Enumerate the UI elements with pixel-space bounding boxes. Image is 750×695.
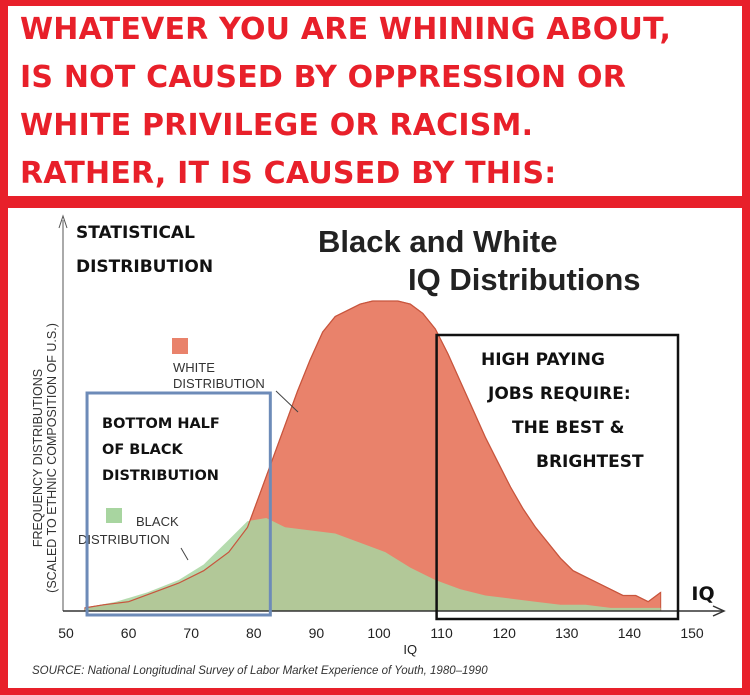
x-axis-end-label: IQ — [691, 583, 714, 605]
bottom-half-label-line-2: OF BLACK — [102, 442, 183, 458]
x-axis-arrow — [712, 605, 726, 617]
statistical-distribution-label-line-1: STATISTICAL — [76, 223, 195, 243]
black-legend-pointer — [180, 547, 189, 561]
x-axis-title: IQ — [403, 642, 417, 657]
x-tick-label: 130 — [555, 625, 579, 641]
y-axis-arrow — [58, 214, 68, 229]
y-axis-title-line-2: (SCALED TO ETHNIC COMPOSITION OF U.S.) — [45, 323, 59, 593]
x-tick-label: 140 — [618, 625, 642, 641]
headline-line-2: IS NOT CAUSED BY OPPRESSION OR — [20, 60, 626, 95]
high-paying-label-line-1: HIGH PAYING — [481, 350, 605, 370]
chart-panel: 50 60 70 80 90 100 110 120 130 140 150 IQ IQ FREQUENC… — [8, 208, 742, 688]
black-legend-label-line-1: BLACK — [136, 514, 179, 529]
x-tick-label: 100 — [367, 625, 391, 641]
x-tick-label: 120 — [493, 625, 517, 641]
x-tick-label: 150 — [680, 625, 704, 641]
x-tick-label: 60 — [121, 625, 137, 641]
source-note: SOURCE: National Longitudinal Survey of … — [32, 665, 488, 677]
black-distribution-area — [84, 518, 661, 611]
white-distribution-outline — [84, 300, 662, 609]
high-paying-box — [435, 333, 680, 621]
x-tick-label: 50 — [58, 625, 74, 641]
chart-title: Black and White — [318, 224, 557, 259]
black-legend-label-line-2: DISTRIBUTION — [78, 532, 170, 547]
bottom-half-label-line-3: DISTRIBUTION — [102, 468, 219, 484]
high-paying-label-line-2: JOBS REQUIRE: — [487, 384, 631, 404]
y-axis-title-line-1: FREQUENCY DISTRIBUTIONS — [31, 369, 45, 547]
white-legend-label-line-2: DISTRIBUTION — [173, 376, 265, 391]
x-tick-label: 70 — [183, 625, 199, 641]
header-panel: WHATEVER YOU ARE WHINING ABOUT, IS NOT C… — [8, 6, 742, 196]
bottom-half-box — [85, 391, 272, 617]
headline-line-4: RATHER, IT IS CAUSED BY THIS: — [20, 156, 557, 191]
x-tick-label: 110 — [430, 625, 453, 641]
white-legend-swatch — [172, 338, 188, 354]
x-tick-label: 80 — [246, 625, 262, 641]
x-tick-label: 90 — [309, 625, 325, 641]
statistical-distribution-label-line-2: DISTRIBUTION — [76, 257, 213, 277]
black-legend-swatch — [106, 508, 122, 523]
bottom-half-label-line-1: BOTTOM HALF — [102, 416, 220, 432]
chart-subtitle: IQ Distributions — [408, 262, 641, 297]
white-legend-label-line-1: WHITE — [173, 360, 215, 375]
iq-distribution-chart: 50 60 70 80 90 100 110 120 130 140 150 IQ IQ FREQUENC… — [31, 214, 726, 677]
headline-line-1: WHATEVER YOU ARE WHINING ABOUT, — [20, 12, 672, 47]
white-legend-pointer — [275, 390, 299, 413]
headline-line-3: WHITE PRIVILEGE OR RACISM. — [20, 108, 534, 143]
high-paying-label-line-3: THE BEST & — [512, 418, 625, 438]
high-paying-label-line-4: BRIGHTEST — [536, 452, 644, 472]
